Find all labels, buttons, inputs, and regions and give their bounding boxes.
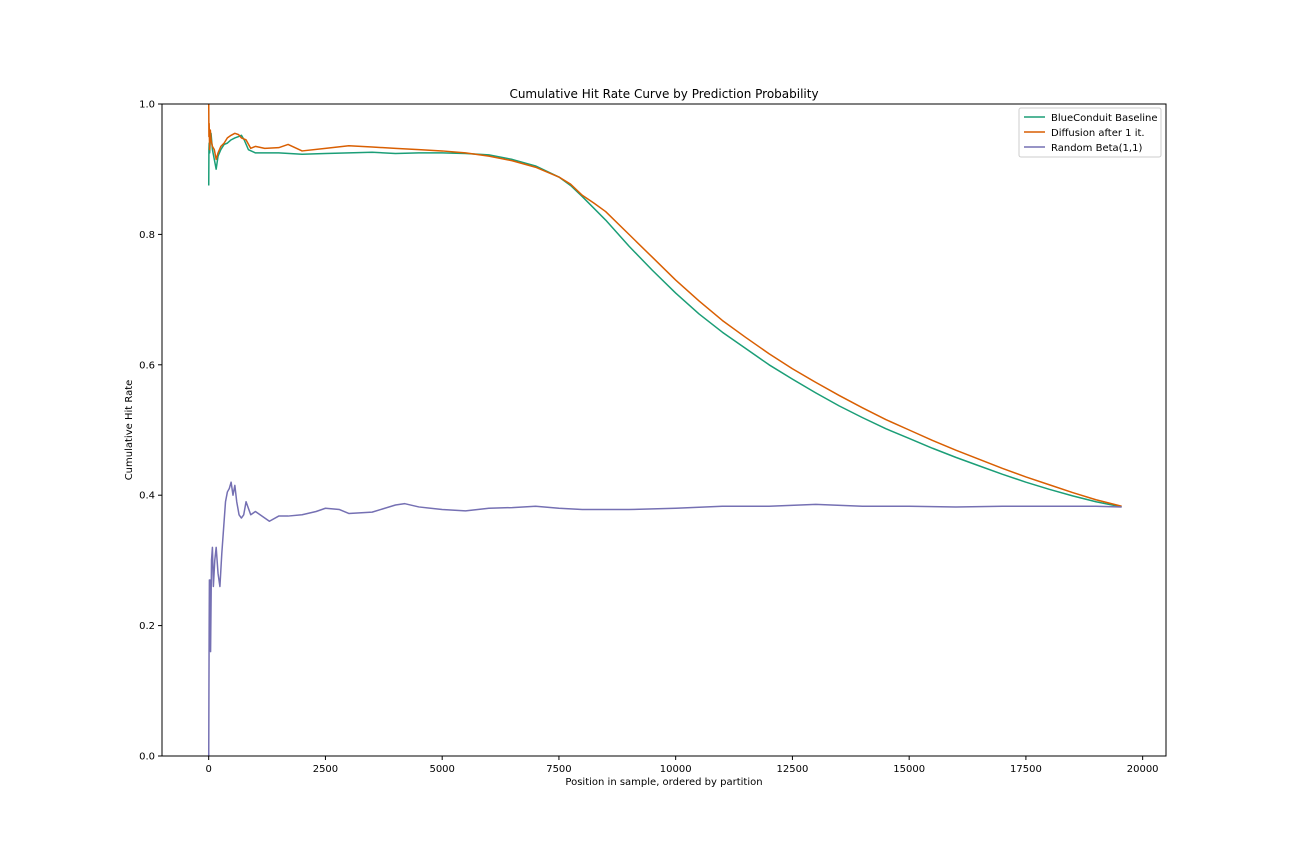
random-series-line bbox=[207, 481, 1122, 757]
x-tick-label: 20000 bbox=[1127, 764, 1159, 775]
y-tick-label: 0.4 bbox=[139, 491, 155, 502]
x-tick-label: 5000 bbox=[429, 764, 454, 775]
y-axis: 0.0 0.2 0.4 0.6 0.8 1.0 bbox=[139, 100, 162, 763]
x-axis-label: Position in sample, ordered by partition bbox=[565, 777, 762, 788]
x-tick-label: 10000 bbox=[660, 764, 692, 775]
chart-title: Cumulative Hit Rate Curve by Prediction … bbox=[509, 87, 818, 101]
legend: BlueConduit Baseline Diffusion after 1 i… bbox=[1018, 107, 1162, 158]
x-tick-label: 15000 bbox=[893, 764, 925, 775]
x-tick-label: 17500 bbox=[1010, 764, 1042, 775]
plot-frame bbox=[161, 103, 1167, 757]
y-axis-label: Cumulative Hit Rate bbox=[124, 380, 135, 481]
plot-lines bbox=[207, 103, 1122, 757]
y-tick-label: 0.6 bbox=[139, 360, 155, 371]
y-tick-label: 1.0 bbox=[139, 100, 155, 111]
x-tick-label: 7500 bbox=[546, 764, 571, 775]
legend-label-random: Random Beta(1,1) bbox=[1051, 143, 1142, 154]
x-tick-label: 0 bbox=[206, 764, 212, 775]
legend-box bbox=[1018, 107, 1162, 158]
y-tick-label: 0.0 bbox=[139, 752, 155, 763]
x-tick-label: 2500 bbox=[313, 764, 338, 775]
y-tick-label: 0.8 bbox=[139, 230, 155, 241]
y-tick-label: 0.2 bbox=[139, 621, 155, 632]
legend-label-diffusion: Diffusion after 1 it. bbox=[1051, 128, 1145, 139]
legend-label-baseline: BlueConduit Baseline bbox=[1051, 113, 1158, 124]
diffusion-series-line bbox=[207, 103, 1122, 508]
x-tick-label: 12500 bbox=[777, 764, 809, 775]
x-axis: 0 2500 5000 7500 10000 12500 15000 17500 20000 bbox=[206, 756, 1159, 775]
